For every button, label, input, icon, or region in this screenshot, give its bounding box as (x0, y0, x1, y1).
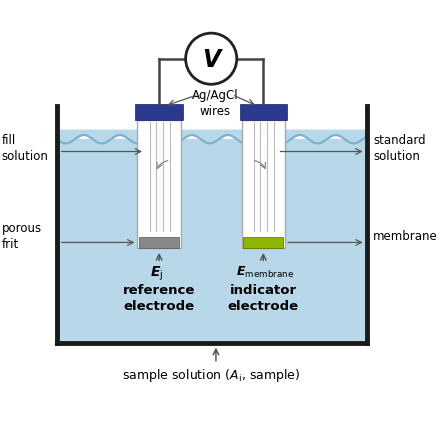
Circle shape (186, 33, 237, 84)
Bar (139, 237, 179, 248)
Polygon shape (59, 139, 366, 343)
Text: membrane: membrane (373, 230, 438, 243)
Bar (242, 120, 285, 248)
Bar (240, 104, 287, 120)
Text: standard
solution: standard solution (373, 134, 426, 163)
Text: fill
solution: fill solution (2, 134, 49, 163)
Text: $\bfit{E}_\mathrm{j}$: $\bfit{E}_\mathrm{j}$ (149, 265, 163, 284)
Text: $\bfit{E}_\mathrm{membrane}$: $\bfit{E}_\mathrm{membrane}$ (236, 265, 294, 280)
Text: sample solution ($A_\mathrm{i}$, sample): sample solution ($A_\mathrm{i}$, sample) (122, 368, 300, 384)
Text: Ag/AgCl
wires: Ag/AgCl wires (192, 89, 238, 118)
Text: porous
frit: porous frit (2, 222, 42, 251)
Text: reference
electrode: reference electrode (123, 284, 195, 313)
Bar (137, 120, 181, 248)
Bar (136, 104, 183, 120)
Text: indicator
electrode: indicator electrode (228, 284, 299, 313)
Text: V: V (202, 48, 220, 72)
Bar (244, 237, 283, 248)
